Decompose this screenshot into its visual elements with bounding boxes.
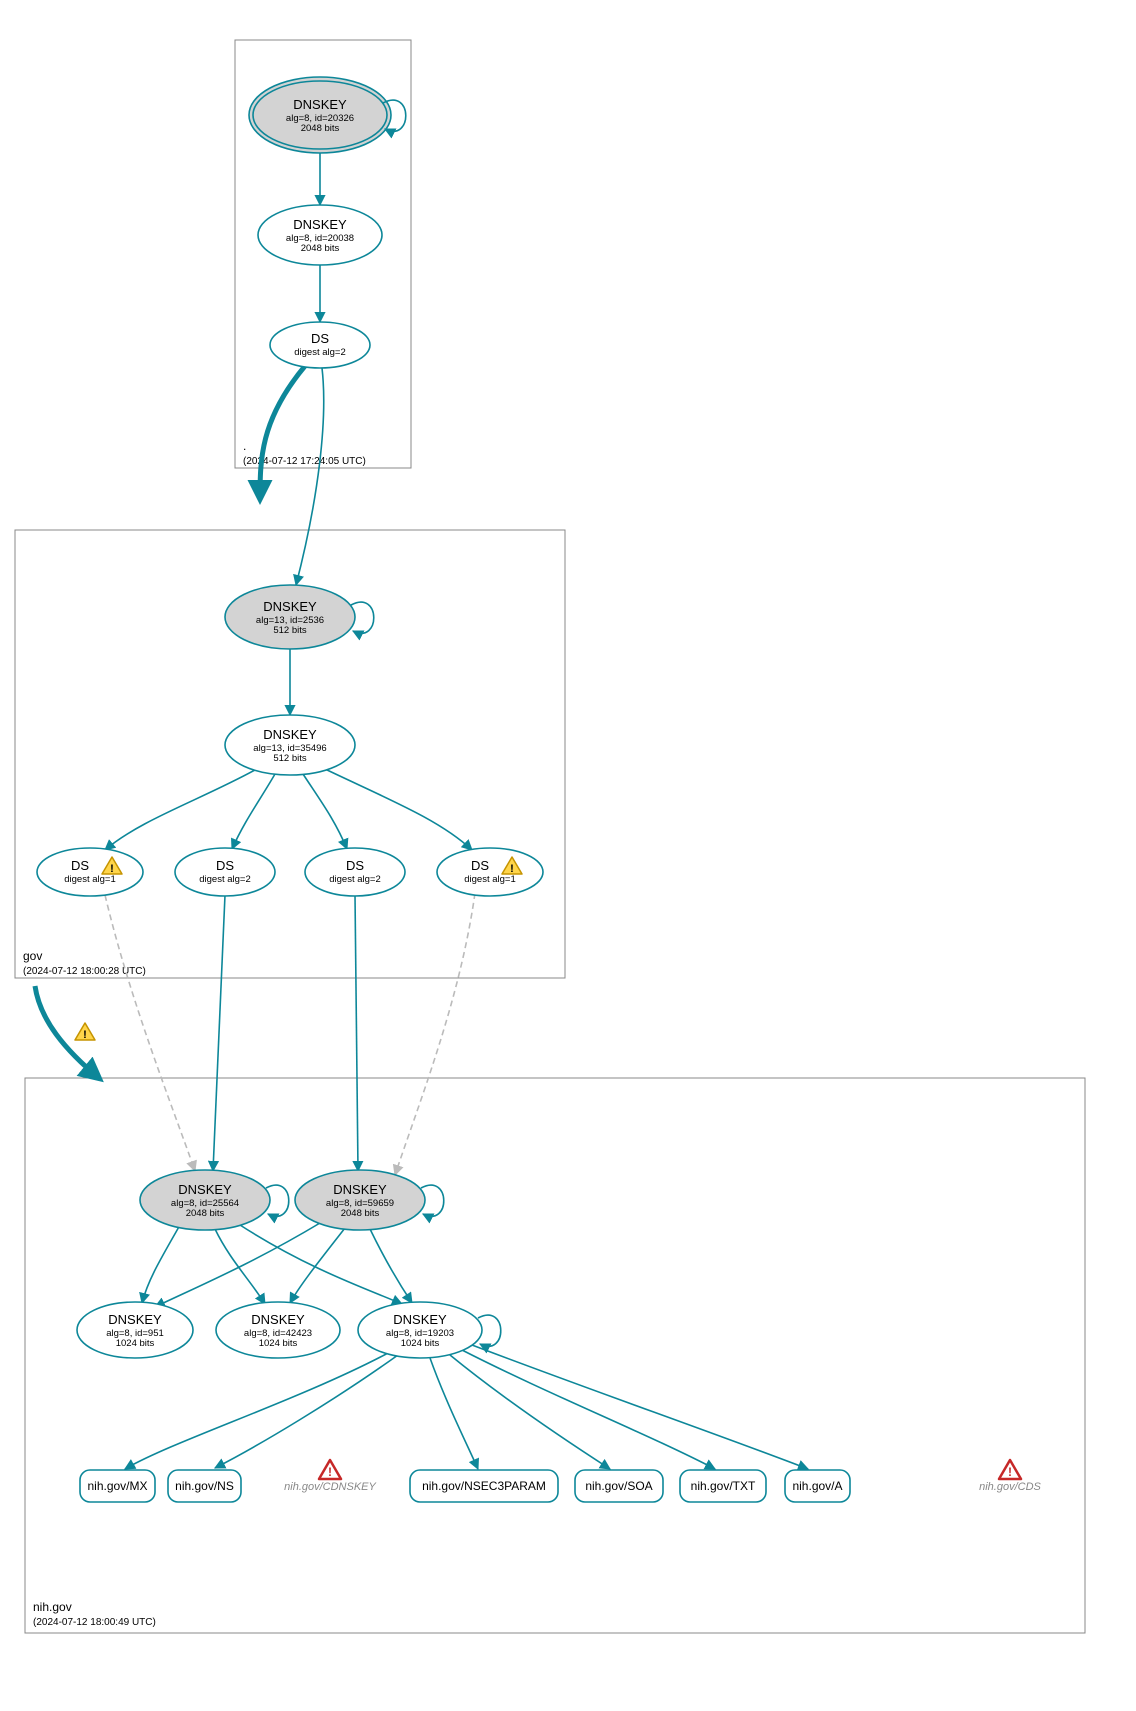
node-n6: DS!digest alg=1	[37, 848, 143, 896]
node-r7: nih.gov/A	[785, 1470, 850, 1502]
node-r1: nih.gov/MX	[80, 1470, 155, 1502]
svg-text:nih.gov/A: nih.gov/A	[792, 1479, 842, 1493]
svg-text:digest alg=2: digest alg=2	[199, 874, 251, 885]
error-icon: !	[319, 1460, 341, 1479]
svg-text:DS: DS	[311, 331, 329, 346]
node-n9: DS!digest alg=1	[437, 848, 543, 896]
svg-text:nih.gov/NSEC3PARAM: nih.gov/NSEC3PARAM	[422, 1479, 546, 1493]
node-n13: DNSKEYalg=8, id=424231024 bits	[216, 1302, 340, 1358]
svg-text:nih.gov/TXT: nih.gov/TXT	[691, 1479, 756, 1493]
svg-text:2048 bits: 2048 bits	[186, 1208, 225, 1219]
warning-icon: !	[75, 1023, 95, 1041]
svg-text:nih.gov: nih.gov	[33, 1600, 72, 1614]
dns-tree-diagram: .(2024-07-12 17:24:05 UTC)gov(2024-07-12…	[0, 0, 1136, 1711]
node-n7: DSdigest alg=2	[175, 848, 275, 896]
node-r8: nih.gov/CDS!	[979, 1460, 1041, 1493]
svg-text:DS: DS	[216, 858, 234, 873]
node-n12: DNSKEYalg=8, id=9511024 bits	[77, 1302, 193, 1358]
node-r6: nih.gov/TXT	[680, 1470, 766, 1502]
error-icon: !	[999, 1460, 1021, 1479]
svg-text:DNSKEY: DNSKEY	[293, 217, 347, 232]
svg-text:1024 bits: 1024 bits	[401, 1338, 440, 1349]
node-r5: nih.gov/SOA	[575, 1470, 663, 1502]
node-r3: nih.gov/CDNSKEY!	[284, 1460, 376, 1493]
svg-text:digest alg=1: digest alg=1	[464, 874, 516, 885]
svg-text:DNSKEY: DNSKEY	[333, 1182, 387, 1197]
node-r2: nih.gov/NS	[168, 1470, 241, 1502]
edges: !	[35, 149, 808, 1469]
svg-text:!: !	[328, 1465, 332, 1479]
node-n3: DSdigest alg=2	[270, 322, 370, 368]
svg-text:2048 bits: 2048 bits	[341, 1208, 380, 1219]
node-n11: DNSKEYalg=8, id=596592048 bits	[295, 1170, 444, 1230]
node-n5: DNSKEYalg=13, id=35496512 bits	[225, 715, 355, 775]
svg-text:DNSKEY: DNSKEY	[263, 599, 317, 614]
svg-text:DNSKEY: DNSKEY	[293, 97, 347, 112]
svg-text:DNSKEY: DNSKEY	[251, 1312, 305, 1327]
svg-text:1024 bits: 1024 bits	[259, 1338, 298, 1349]
node-n8: DSdigest alg=2	[305, 848, 405, 896]
svg-text:DS: DS	[71, 858, 89, 873]
svg-text:digest alg=1: digest alg=1	[64, 874, 116, 885]
node-r4: nih.gov/NSEC3PARAM	[410, 1470, 558, 1502]
node-n2: DNSKEYalg=8, id=200382048 bits	[258, 205, 382, 265]
svg-text:DNSKEY: DNSKEY	[178, 1182, 232, 1197]
svg-text:2048 bits: 2048 bits	[301, 123, 340, 134]
svg-text:2048 bits: 2048 bits	[301, 243, 340, 254]
nodes: DNSKEYalg=8, id=203262048 bits DNSKEYalg=…	[37, 77, 1042, 1502]
node-n1: DNSKEYalg=8, id=203262048 bits	[249, 77, 406, 153]
svg-text:DNSKEY: DNSKEY	[393, 1312, 447, 1327]
svg-text:digest alg=2: digest alg=2	[329, 874, 381, 885]
node-n10: DNSKEYalg=8, id=255642048 bits	[140, 1170, 289, 1230]
svg-text:gov: gov	[23, 949, 42, 963]
svg-text:nih.gov/MX: nih.gov/MX	[87, 1479, 147, 1493]
svg-text:nih.gov/SOA: nih.gov/SOA	[585, 1479, 652, 1493]
svg-text:512 bits: 512 bits	[273, 625, 307, 636]
svg-text:DS: DS	[471, 858, 489, 873]
node-n14: DNSKEYalg=8, id=192031024 bits	[358, 1302, 501, 1358]
svg-text:nih.gov/CDNSKEY: nih.gov/CDNSKEY	[284, 1481, 376, 1493]
zone-nih: nih.gov (2024-07-12 18:00:49 UTC)	[25, 1078, 1085, 1633]
svg-text:nih.gov/CDS: nih.gov/CDS	[979, 1481, 1041, 1493]
svg-text:512 bits: 512 bits	[273, 753, 307, 764]
svg-text:.: .	[243, 439, 246, 453]
svg-text:!: !	[1008, 1465, 1012, 1479]
svg-text:(2024-07-12 18:00:49 UTC): (2024-07-12 18:00:49 UTC)	[33, 1617, 156, 1628]
node-n4: DNSKEYalg=13, id=2536512 bits	[225, 585, 374, 649]
svg-text:1024 bits: 1024 bits	[116, 1338, 155, 1349]
svg-text:digest alg=2: digest alg=2	[294, 347, 346, 358]
svg-text:!: !	[83, 1029, 87, 1041]
svg-text:DNSKEY: DNSKEY	[263, 727, 317, 742]
svg-text:DNSKEY: DNSKEY	[108, 1312, 162, 1327]
svg-text:DS: DS	[346, 858, 364, 873]
svg-text:nih.gov/NS: nih.gov/NS	[175, 1479, 234, 1493]
